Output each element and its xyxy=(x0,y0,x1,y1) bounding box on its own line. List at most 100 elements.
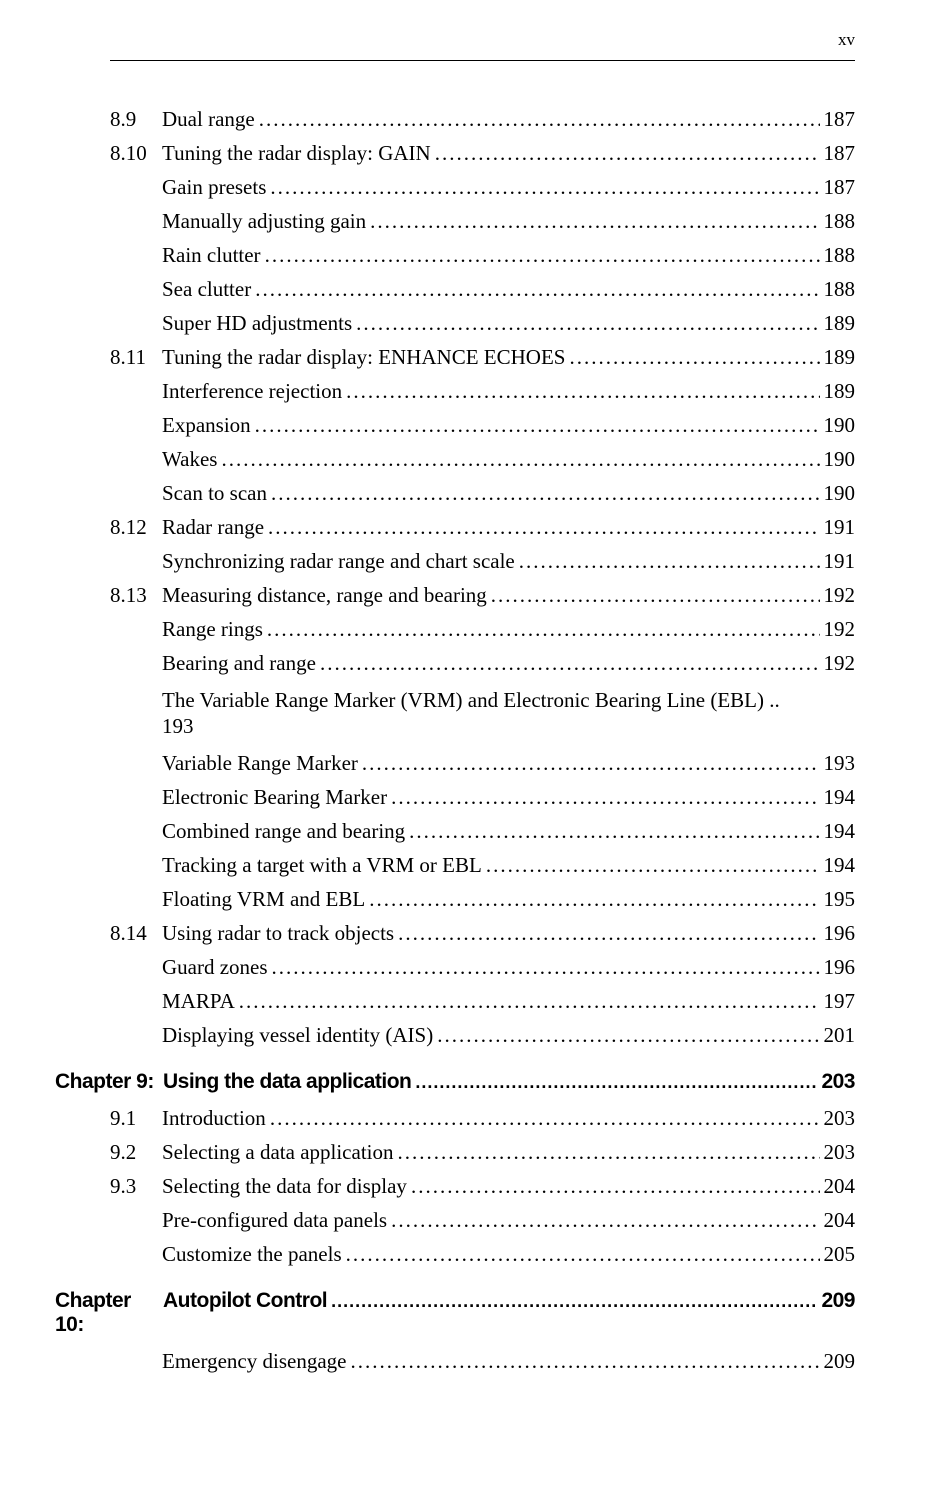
toc-sub: Wakes ..................................… xyxy=(162,449,855,470)
toc-chapter: Chapter 9:Using the data application....… xyxy=(55,1070,855,1094)
toc-title: Combined range and bearing xyxy=(162,821,409,842)
toc-sub: Displaying vessel identity (AIS) .......… xyxy=(162,1025,855,1046)
toc-title: Super HD adjustments xyxy=(162,313,356,334)
toc-page: 194 xyxy=(820,787,856,808)
toc-leader: ........................................… xyxy=(265,245,820,266)
horizontal-rule xyxy=(110,60,855,61)
toc-title: Guard zones xyxy=(162,957,272,978)
toc-leader: ........................................… xyxy=(569,347,819,368)
toc-leader: ........................................… xyxy=(391,787,819,808)
toc-title: Dual range xyxy=(162,109,259,130)
toc-title: Manually adjusting gain xyxy=(162,211,370,232)
toc-sub: Variable Range Marker ..................… xyxy=(162,753,855,774)
toc-leader: ........................................… xyxy=(259,109,820,130)
toc-title: Displaying vessel identity (AIS) xyxy=(162,1025,437,1046)
toc-page: 204 xyxy=(820,1210,856,1231)
toc-title: Tuning the radar display: GAIN xyxy=(162,143,435,164)
toc-title: Customize the panels xyxy=(162,1244,346,1265)
toc-leader: ........................................… xyxy=(272,957,820,978)
toc-section: 8.11Tuning the radar display: ENHANCE EC… xyxy=(110,347,855,368)
toc-page: 194 xyxy=(820,855,856,876)
toc-title: Radar range xyxy=(162,517,268,538)
toc-page: 193 xyxy=(820,753,856,774)
toc-page: 187 xyxy=(820,143,856,164)
toc-title: Floating VRM and EBL xyxy=(162,889,369,910)
toc-number: 9.3 xyxy=(110,1176,162,1197)
toc-title: MARPA xyxy=(162,991,239,1012)
toc-section: 9.3Selecting the data for display ......… xyxy=(110,1176,855,1197)
toc-page: 192 xyxy=(820,585,856,606)
toc-leader: ........................................… xyxy=(356,313,819,334)
toc-page: 189 xyxy=(820,347,856,368)
toc-page: 187 xyxy=(820,109,856,130)
toc-page: 191 xyxy=(820,517,856,538)
toc-page: 192 xyxy=(820,619,856,640)
page: xv 8.9Dual range .......................… xyxy=(0,0,950,1510)
toc-title: Electronic Bearing Marker xyxy=(162,787,391,808)
toc-number: 8.10 xyxy=(110,143,162,164)
toc-title: Pre-configured data panels xyxy=(162,1210,391,1231)
toc-title: Sea clutter xyxy=(162,279,255,300)
toc-title: Variable Range Marker xyxy=(162,753,362,774)
toc-title: Expansion xyxy=(162,415,255,436)
toc-title: The Variable Range Marker (VRM) and Elec… xyxy=(162,688,780,712)
toc-page: 188 xyxy=(820,245,856,266)
toc-leader: ........................................… xyxy=(362,753,820,774)
toc-leader: ........................................… xyxy=(369,889,819,910)
toc-sub-wrap: The Variable Range Marker (VRM) and Elec… xyxy=(162,687,855,740)
toc-title: Using radar to track objects xyxy=(162,923,398,944)
toc-number: 9.1 xyxy=(110,1108,162,1129)
chapter-title: Autopilot Control xyxy=(163,1289,331,1313)
toc-number: 8.9 xyxy=(110,109,162,130)
chapter-leader: ........................................… xyxy=(415,1072,818,1093)
toc-page: 188 xyxy=(820,279,856,300)
toc-section: 8.12Radar range ........................… xyxy=(110,517,855,538)
toc-title: Rain clutter xyxy=(162,245,265,266)
toc-leader: ........................................… xyxy=(239,991,820,1012)
toc-page: 195 xyxy=(820,889,856,910)
toc-leader: ........................................… xyxy=(391,1210,819,1231)
toc-sub: Rain clutter ...........................… xyxy=(162,245,855,266)
toc-leader: ........................................… xyxy=(267,619,820,640)
toc-sub: Expansion ..............................… xyxy=(162,415,855,436)
chapter-leader: ........................................… xyxy=(331,1291,818,1312)
toc-section: 8.10Tuning the radar display: GAIN .....… xyxy=(110,143,855,164)
chapter-page: 209 xyxy=(818,1289,855,1313)
toc-section: 8.9Dual range ..........................… xyxy=(110,109,855,130)
toc-sub: Manually adjusting gain ................… xyxy=(162,211,855,232)
toc-sub: Super HD adjustments ...................… xyxy=(162,313,855,334)
toc-page: 205 xyxy=(820,1244,856,1265)
toc-sub: Guard zones ............................… xyxy=(162,957,855,978)
toc-leader: ........................................… xyxy=(486,855,820,876)
toc-title: Selecting the data for display xyxy=(162,1176,411,1197)
toc-page: 196 xyxy=(820,923,856,944)
chapter-page: 203 xyxy=(818,1070,855,1094)
toc-leader: ........................................… xyxy=(398,1142,820,1163)
toc-container: 8.9Dual range ..........................… xyxy=(110,109,855,1372)
toc-sub: Tracking a target with a VRM or EBL ....… xyxy=(162,855,855,876)
toc-page: 201 xyxy=(820,1025,856,1046)
toc-page: 188 xyxy=(820,211,856,232)
toc-page: 194 xyxy=(820,821,856,842)
toc-title: Introduction xyxy=(162,1108,270,1129)
toc-leader: ........................................… xyxy=(255,415,820,436)
toc-sub: Combined range and bearing .............… xyxy=(162,821,855,842)
toc-page: 189 xyxy=(820,381,856,402)
toc-sub: Sea clutter ............................… xyxy=(162,279,855,300)
toc-title: Selecting a data application xyxy=(162,1142,398,1163)
toc-title: Measuring distance, range and bearing xyxy=(162,585,491,606)
toc-section: 8.13Measuring distance, range and bearin… xyxy=(110,585,855,606)
toc-section: 9.1Introduction ........................… xyxy=(110,1108,855,1129)
toc-chapter: Chapter 10:Autopilot Control............… xyxy=(55,1289,855,1337)
toc-page: 197 xyxy=(820,991,856,1012)
toc-sub: Floating VRM and EBL ...................… xyxy=(162,889,855,910)
toc-sub: Emergency disengage ....................… xyxy=(162,1351,855,1372)
toc-page: 189 xyxy=(820,313,856,334)
toc-leader: ........................................… xyxy=(221,449,819,470)
toc-sub: Synchronizing radar range and chart scal… xyxy=(162,551,855,572)
toc-page: 204 xyxy=(820,1176,856,1197)
toc-sub: MARPA ..................................… xyxy=(162,991,855,1012)
toc-section: 8.14Using radar to track objects .......… xyxy=(110,923,855,944)
toc-leader: ........................................… xyxy=(270,177,819,198)
toc-title: Tuning the radar display: ENHANCE ECHOES xyxy=(162,347,569,368)
